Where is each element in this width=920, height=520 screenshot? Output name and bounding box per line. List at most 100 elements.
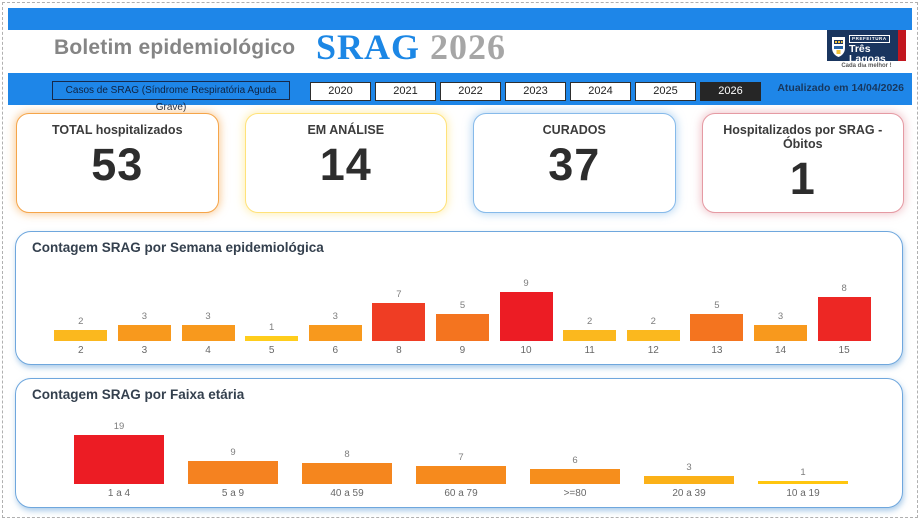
- bar-x-label: >=80: [563, 488, 587, 499]
- kpi-value: 37: [548, 139, 601, 190]
- kpi-card-em-analise: EM ANÁLISE 14: [244, 113, 447, 213]
- chart-title-semana: Contagem SRAG por Semana epidemiológica: [32, 240, 324, 255]
- kpi-label: EM ANÁLISE: [307, 123, 385, 137]
- bar-x-label: 60 a 79: [444, 488, 478, 499]
- bar-14[interactable]: [754, 324, 807, 341]
- bar-cell-20-a-39: 3 20 a 39: [632, 462, 746, 501]
- bar-value-label: 5: [714, 299, 720, 311]
- bar-6[interactable]: [308, 324, 362, 341]
- filter-label: Casos de SRAG (Síndrome Respiratória Agu…: [52, 81, 290, 113]
- bar-8[interactable]: [372, 302, 426, 341]
- bar-20-a-39[interactable]: [644, 476, 734, 484]
- bar-x-label: 14: [774, 345, 787, 356]
- logo-prefeitura-label: PREFEITURA: [849, 34, 890, 43]
- kpi-value: 14: [319, 139, 372, 190]
- bar-13[interactable]: [690, 313, 744, 341]
- logo-name-line2: Lagoas: [849, 52, 886, 65]
- bar-2[interactable]: [54, 330, 108, 341]
- kpi-label: CURADOS: [542, 123, 606, 137]
- bar-cell-12: 2 12: [621, 316, 685, 358]
- kpi-card-hospitalizados-por-srag-obitos: Hospitalizados por SRAG - Óbitos 1: [701, 113, 904, 213]
- bar-value-label: 3: [141, 310, 148, 322]
- chart-card-faixa-etaria: Contagem SRAG por Faixa etária 19 1 a 4 9 5…: [15, 378, 903, 508]
- bar-value-label: 1: [268, 321, 275, 333]
- bar-cell-15: 8 15: [812, 283, 876, 358]
- chart-card-semana-epidemiologica: Contagem SRAG por Semana epidemiológica …: [15, 231, 903, 365]
- bar-x-label: 40 a 59: [330, 488, 364, 499]
- bar-60-a-79[interactable]: [416, 465, 506, 484]
- year-tab-2024[interactable]: 2024: [570, 82, 631, 101]
- year-tab-2022[interactable]: 2022: [440, 82, 501, 101]
- bar-chart-semana: 2 2 3 3 3 4 1 5 3 6 7 8 5 9 9 10 2 11 2 12 5 13 3 14 8 15: [49, 278, 876, 358]
- year-tab-2023[interactable]: 2023: [505, 82, 566, 101]
- bar-15[interactable]: [817, 297, 871, 341]
- bar-value-label: 3: [205, 310, 211, 322]
- bar-10-a-19[interactable]: [758, 481, 848, 484]
- bar-cell-60-a-79: 7 60 a 79: [404, 452, 518, 501]
- bar-12[interactable]: [626, 330, 680, 341]
- kpi-label: Hospitalizados por SRAG - Óbitos: [723, 123, 883, 151]
- bar-cell-40-a-59: 8 40 a 59: [290, 449, 404, 501]
- bar-x-label: 12: [647, 345, 659, 356]
- bar-10[interactable]: [499, 292, 553, 341]
- kpi-value: 1: [789, 153, 816, 204]
- year-tab-2026[interactable]: 2026: [700, 82, 761, 101]
- bar-4[interactable]: [181, 324, 235, 341]
- bar-chart-faixa-etaria: 19 1 a 4 9 5 a 9 8 40 a 59 7 60 a 79 6 >=80 3 20 a …: [62, 421, 860, 501]
- kpi-row: TOTAL hospitalizados 53 EM ANÁLISE 14 CURADO…: [16, 113, 904, 213]
- bar-value-label: 6: [572, 454, 578, 466]
- logo-red-stripe: [898, 30, 906, 61]
- bar-x-label: 10 a 19: [786, 488, 820, 499]
- bar-x-label: 1 a 4: [107, 488, 131, 499]
- brand-title: SRAG 2026: [316, 26, 506, 68]
- bar-x-label: 20 a 39: [672, 488, 706, 499]
- bar-cell-14: 3 14: [749, 311, 813, 358]
- bar-x-label: 5: [268, 345, 275, 356]
- logo-text: PREFEITURA Três Lagoas: [849, 27, 890, 64]
- bar-x-label: 15: [838, 345, 850, 356]
- prefeitura-logo-box: PREFEITURA Três Lagoas: [827, 27, 906, 64]
- bar-value-label: 8: [344, 449, 350, 461]
- bar-value-label: 7: [396, 288, 402, 300]
- kpi-card-total-hospitalizados: TOTAL hospitalizados 53: [16, 113, 219, 213]
- bar-1-a-4[interactable]: [74, 435, 164, 484]
- bar-value-label: 2: [78, 316, 84, 328]
- coat-of-arms-icon: [830, 34, 847, 58]
- bar-x-label: 10: [520, 345, 532, 356]
- bar-11[interactable]: [563, 330, 617, 341]
- brand-year: 2026: [430, 27, 507, 67]
- bar-x-label: 11: [584, 345, 595, 356]
- bar-value-label: 3: [686, 462, 692, 474]
- bar-cell-80: 6 >=80: [518, 455, 632, 501]
- bar-value-label: 1: [800, 467, 806, 479]
- bar-9[interactable]: [435, 313, 489, 341]
- bar-80[interactable]: [530, 468, 620, 484]
- bar-cell-10: 9 10: [494, 278, 558, 358]
- prefeitura-logo: PREFEITURA Três Lagoas Cada dia melhor !: [827, 30, 906, 69]
- page-title: Boletim epidemiológico: [54, 36, 296, 59]
- bar-cell-5-a-9: 9 5 a 9: [176, 447, 290, 501]
- top-blue-stripe: [8, 8, 912, 30]
- bar-value-label: 19: [113, 421, 125, 432]
- bar-value-label: 7: [458, 451, 464, 463]
- year-tab-2020[interactable]: 2020: [310, 82, 371, 101]
- bar-x-label: 4: [205, 345, 211, 356]
- bar-5[interactable]: [245, 335, 299, 341]
- bar-x-label: 13: [711, 345, 723, 356]
- brand-srag: SRAG: [316, 27, 421, 67]
- bar-5-a-9[interactable]: [188, 460, 278, 484]
- year-tabs: 2020 2021 2022 2023 2024 2025 2026: [310, 82, 761, 101]
- logo-name-line1: Três: [849, 43, 871, 55]
- bar-x-label: 8: [396, 345, 402, 356]
- bar-40-a-59[interactable]: [302, 463, 392, 484]
- year-tab-2021[interactable]: 2021: [375, 82, 436, 101]
- bar-x-label: 5 a 9: [221, 488, 245, 499]
- bar-value-label: 9: [523, 278, 529, 289]
- bar-x-label: 3: [141, 345, 148, 356]
- bar-x-label: 6: [332, 345, 339, 356]
- bar-3[interactable]: [117, 324, 171, 341]
- year-tab-2025[interactable]: 2025: [635, 82, 696, 101]
- kpi-value: 53: [91, 139, 144, 190]
